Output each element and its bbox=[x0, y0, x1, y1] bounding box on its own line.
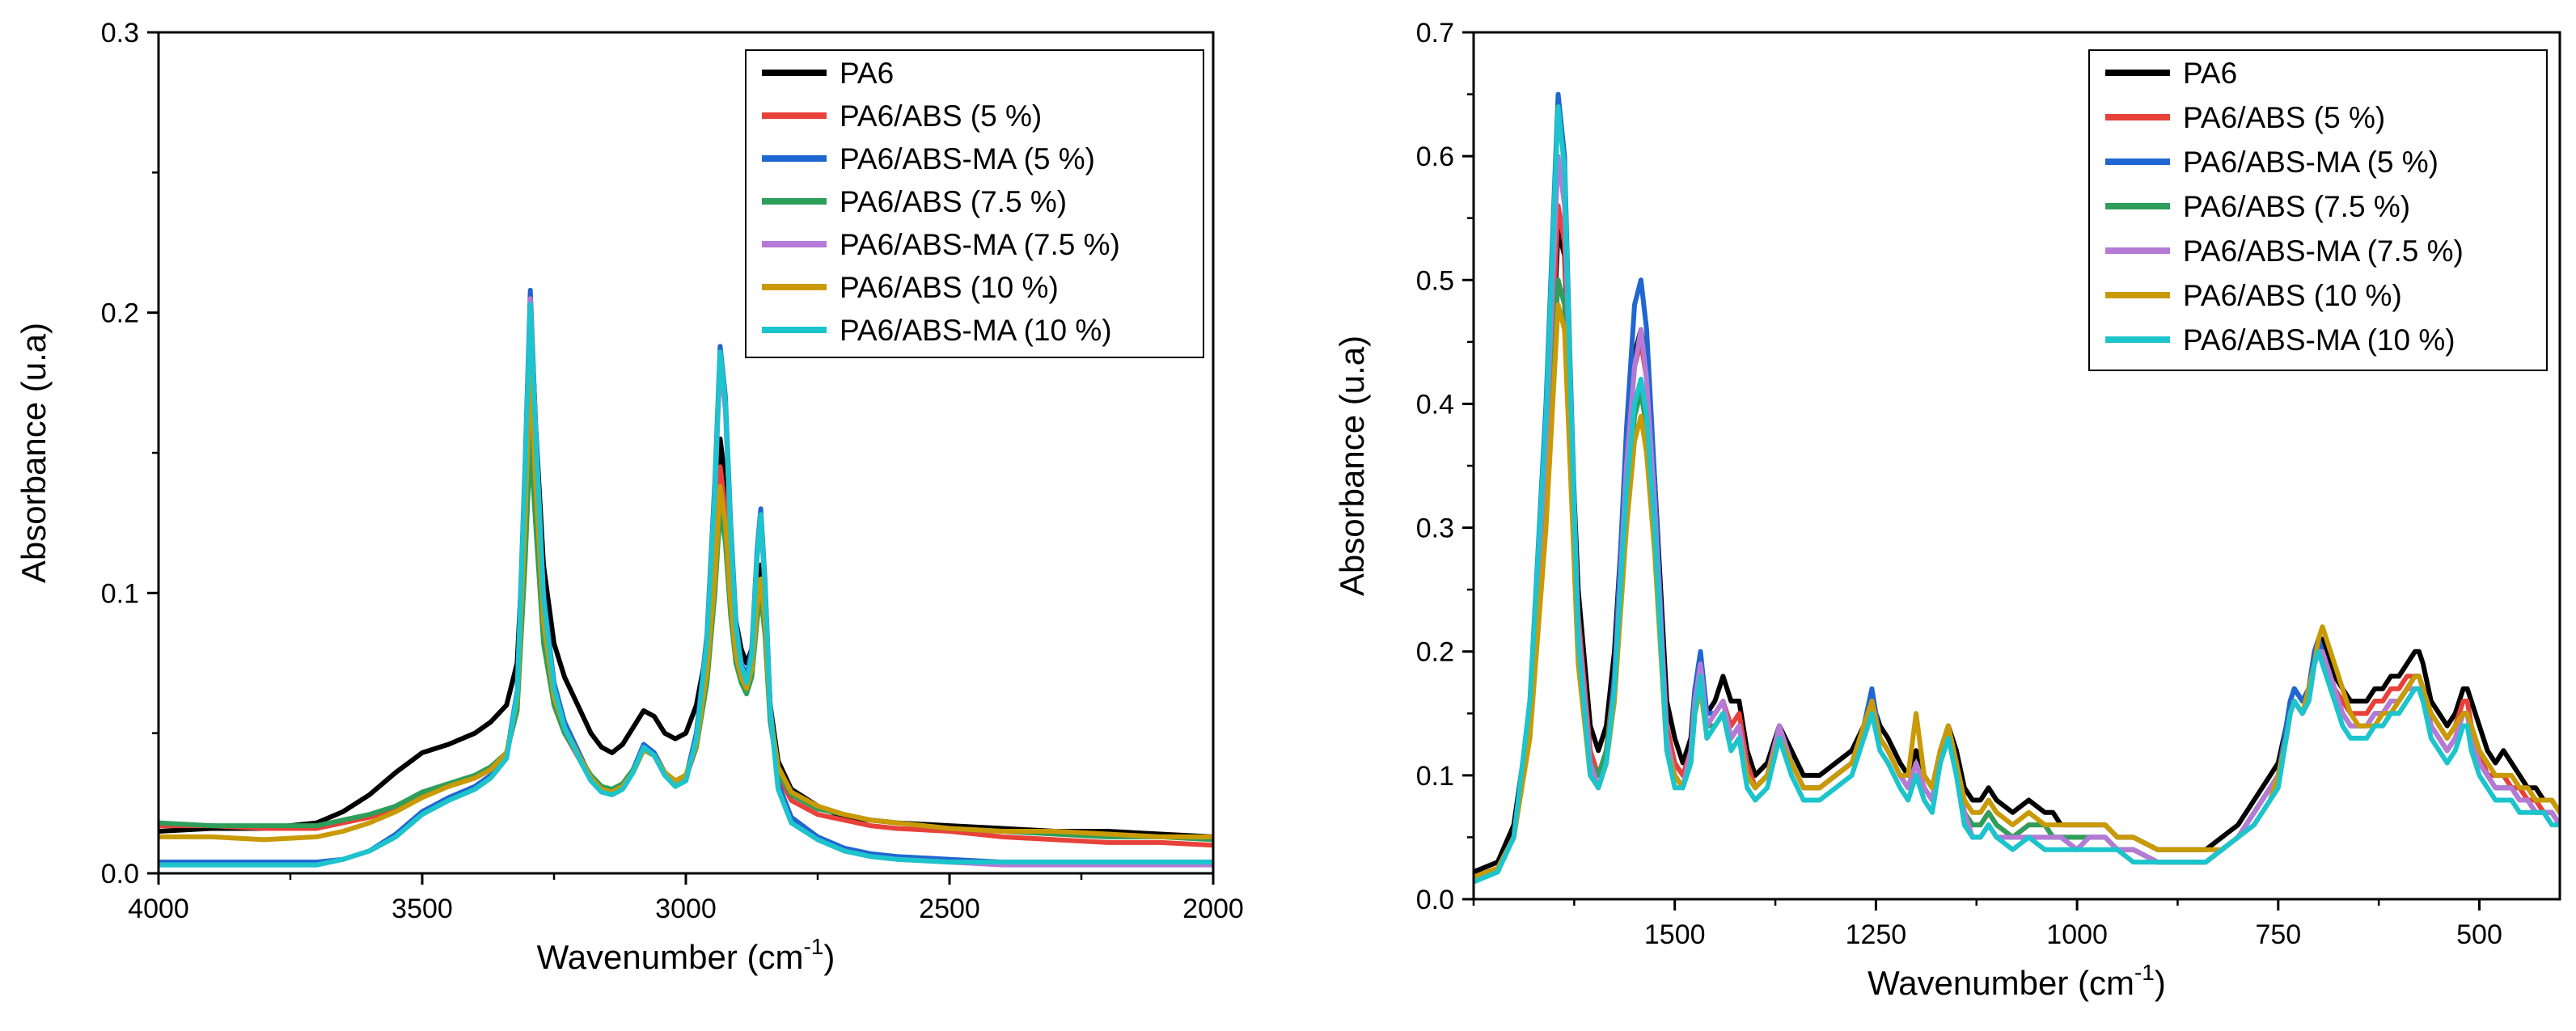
legend-label: PA6/ABS (5 %) bbox=[840, 99, 1042, 133]
series-line-5 bbox=[1474, 302, 2560, 880]
series-line-0 bbox=[159, 296, 1213, 839]
legend-label: PA6/ABS (5 %) bbox=[2183, 101, 2385, 134]
y-tick-label: 0.5 bbox=[1416, 265, 1454, 296]
x-tick-label: 2000 bbox=[1182, 894, 1244, 924]
legend-label: PA6 bbox=[2183, 57, 2237, 90]
legend-label: PA6/ABS-MA (10 %) bbox=[2183, 323, 2455, 357]
x-tick-label: 500 bbox=[2456, 919, 2502, 950]
x-tick-label: 4000 bbox=[128, 894, 189, 924]
x-tick-label: 1000 bbox=[2046, 919, 2108, 950]
x-axis-title: Wavenumber (cm-1) bbox=[1867, 960, 2166, 1002]
y-tick-label: 0.3 bbox=[101, 18, 139, 49]
y-tick-label: 0.0 bbox=[101, 859, 139, 889]
legend-label: PA6/ABS (7.5 %) bbox=[2183, 190, 2410, 223]
x-tick-label: 3000 bbox=[655, 894, 717, 924]
y-tick-label: 0.2 bbox=[1416, 637, 1454, 668]
y-tick-label: 0.7 bbox=[1416, 18, 1454, 49]
series-line-6 bbox=[159, 302, 1213, 868]
legend-label: PA6 bbox=[840, 57, 894, 90]
chart-right: 1500 1250 1000 750 500 0.0 0.1 0.2 0.3 0.4 0.5 0.6 0… bbox=[1333, 18, 2561, 1002]
legend-label: PA6/ABS-MA (7.5 %) bbox=[840, 228, 1120, 261]
legend: PA6 PA6/ABS (5 %) PA6/ABS-MA (5 %) PA6/ABS … bbox=[2088, 49, 2548, 371]
y-axis-title: Absorbance (u.a) bbox=[1333, 336, 1371, 596]
y-axis-title: Absorbance (u.a) bbox=[15, 323, 53, 583]
y-tick-label: 0.2 bbox=[101, 298, 139, 329]
legend-label: PA6/ABS (10 %) bbox=[840, 271, 1059, 304]
y-tick-label: 0.6 bbox=[1416, 142, 1454, 172]
legend-label: PA6/ABS (10 %) bbox=[2183, 279, 2402, 312]
y-tick-label: 0.4 bbox=[1416, 389, 1454, 420]
x-tick-label: 1250 bbox=[1846, 919, 1907, 950]
x-axis-title: Wavenumber (cm-1) bbox=[537, 934, 835, 976]
x-tick-label: 3500 bbox=[391, 894, 453, 924]
x-tick-label: 2500 bbox=[919, 894, 980, 924]
series-line-6 bbox=[1474, 104, 2560, 885]
legend-label: PA6/ABS-MA (5 %) bbox=[2183, 146, 2439, 179]
legend: PA6 PA6/ABS (5 %) PA6/ABS-MA (5 %) PA6/ABS … bbox=[745, 49, 1204, 358]
legend-label: PA6/ABS-MA (7.5 %) bbox=[2183, 235, 2464, 268]
x-tick-label: 750 bbox=[2255, 919, 2301, 950]
x-tick-label: 1500 bbox=[1644, 919, 1706, 950]
y-tick-label: 0.3 bbox=[1416, 513, 1454, 544]
legend-label: PA6/ABS (7.5 %) bbox=[840, 185, 1067, 218]
y-tick-label: 0.1 bbox=[101, 578, 139, 609]
series-line-5 bbox=[159, 361, 1213, 843]
y-tick-label: 0.0 bbox=[1416, 885, 1454, 915]
legend-label: PA6/ABS-MA (10 %) bbox=[840, 314, 1112, 347]
series-line-0 bbox=[1474, 228, 2560, 875]
y-tick-label: 0.1 bbox=[1416, 761, 1454, 792]
chart-left: 4000 3500 3000 2500 2000 0.0 0.1 0.2 0.3 Wavenumb… bbox=[15, 18, 1244, 976]
legend-label: PA6/ABS-MA (5 %) bbox=[840, 142, 1095, 175]
